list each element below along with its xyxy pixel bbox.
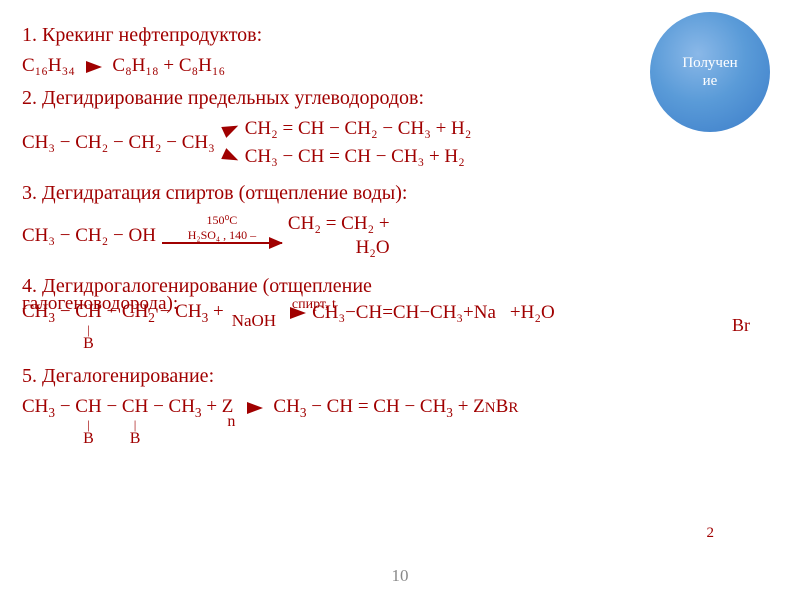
- atom-b: B: [83, 335, 94, 353]
- slide-content: 1. Крекинг нефтепродуктов: C₁₆H₃₄ C₈H₁₈ …: [0, 0, 800, 449]
- heading-5: 5. Дегалогенирование:: [22, 365, 778, 388]
- eq2-lhs: CH₃ − CH₂ − CH₂ − CH₃: [22, 132, 215, 154]
- long-arrow: H₂SO₄ , 140 – 150⁰C: [162, 229, 282, 242]
- eq4-h2o: +H₂O: [510, 302, 555, 324]
- eq-1: C₁₆H₃₄ C₈H₁₈ + C₈H₁₆: [22, 55, 778, 77]
- ch-b: CH|B: [75, 301, 101, 323]
- ch-b2: CH|B: [122, 396, 148, 418]
- eq2-b2: CH₃ − CH = CH − CH₃ + H₂: [245, 146, 465, 168]
- eq5-rhs: CH3 − CH = CH − CH3 + ZNBR: [273, 396, 518, 421]
- naoh: NaOH: [232, 311, 276, 331]
- arrow-icon: [86, 61, 102, 73]
- arrow-down-icon: [221, 148, 241, 166]
- eq5-lhs: CH3 − CH|B − CH|B − CH3 + Z: [22, 396, 233, 421]
- eq5-n: n: [227, 413, 235, 431]
- eq3-cond-b: 150⁰C: [207, 214, 238, 227]
- eq3-rhs2: H₂O: [356, 237, 390, 259]
- ch-b1: CH|B: [75, 396, 101, 418]
- eq3-rhs1: CH₂ = CH₂ +: [288, 213, 390, 235]
- eq1-rhs: C₈H₁₈ + C₈H₁₆: [112, 55, 225, 76]
- page-number: 10: [392, 566, 409, 586]
- eq-2: CH₃ − CH₂ − CH₂ − CH₃ CH₂ = CH − CH₂ − C…: [22, 118, 778, 168]
- eq4-rhs: CH₃−CH=CH−CH₃+Na: [312, 302, 496, 324]
- eq2-b1: CH₂ = CH − CH₂ − CH₃ + H₂: [245, 118, 472, 140]
- arrow-up-icon: [221, 120, 241, 138]
- eq3-lhs: CH₃ − CH₂ − OH: [22, 225, 156, 247]
- znbr-sub2: 2: [707, 525, 715, 542]
- eq3-cond-a: H₂SO₄ , 140 –: [188, 229, 256, 242]
- eq4-br: Br: [732, 315, 750, 336]
- eq2-branches: CH₂ = CH − CH₂ − CH₃ + H₂ CH₃ − CH = CH …: [223, 118, 472, 168]
- eq4-lhs: CH3 − CH|B − CH2 − CH3 +: [22, 301, 224, 326]
- atom-b: B: [83, 430, 94, 448]
- heading-3: 3. Дегидратация спиртов (отщепление воды…: [22, 182, 778, 205]
- eq-3: CH₃ − CH₂ − OH H₂SO₄ , 140 – 150⁰C CH₂ =…: [22, 213, 778, 259]
- section-4: 4. Дегидрогалогенирование (отщепление га…: [22, 269, 778, 347]
- arrow-icon: [247, 402, 263, 414]
- spirt-label: спирт, t: [292, 297, 336, 313]
- eq1-lhs: C₁₆H₃₄: [22, 55, 75, 76]
- eq-5: CH3 − CH|B − CH|B − CH3 + Z n CH3 − CH =…: [22, 396, 778, 421]
- eq-4: CH3 − CH|B − CH2 − CH3 + спирт, t NaOH C…: [22, 295, 555, 331]
- atom-b: B: [130, 430, 141, 448]
